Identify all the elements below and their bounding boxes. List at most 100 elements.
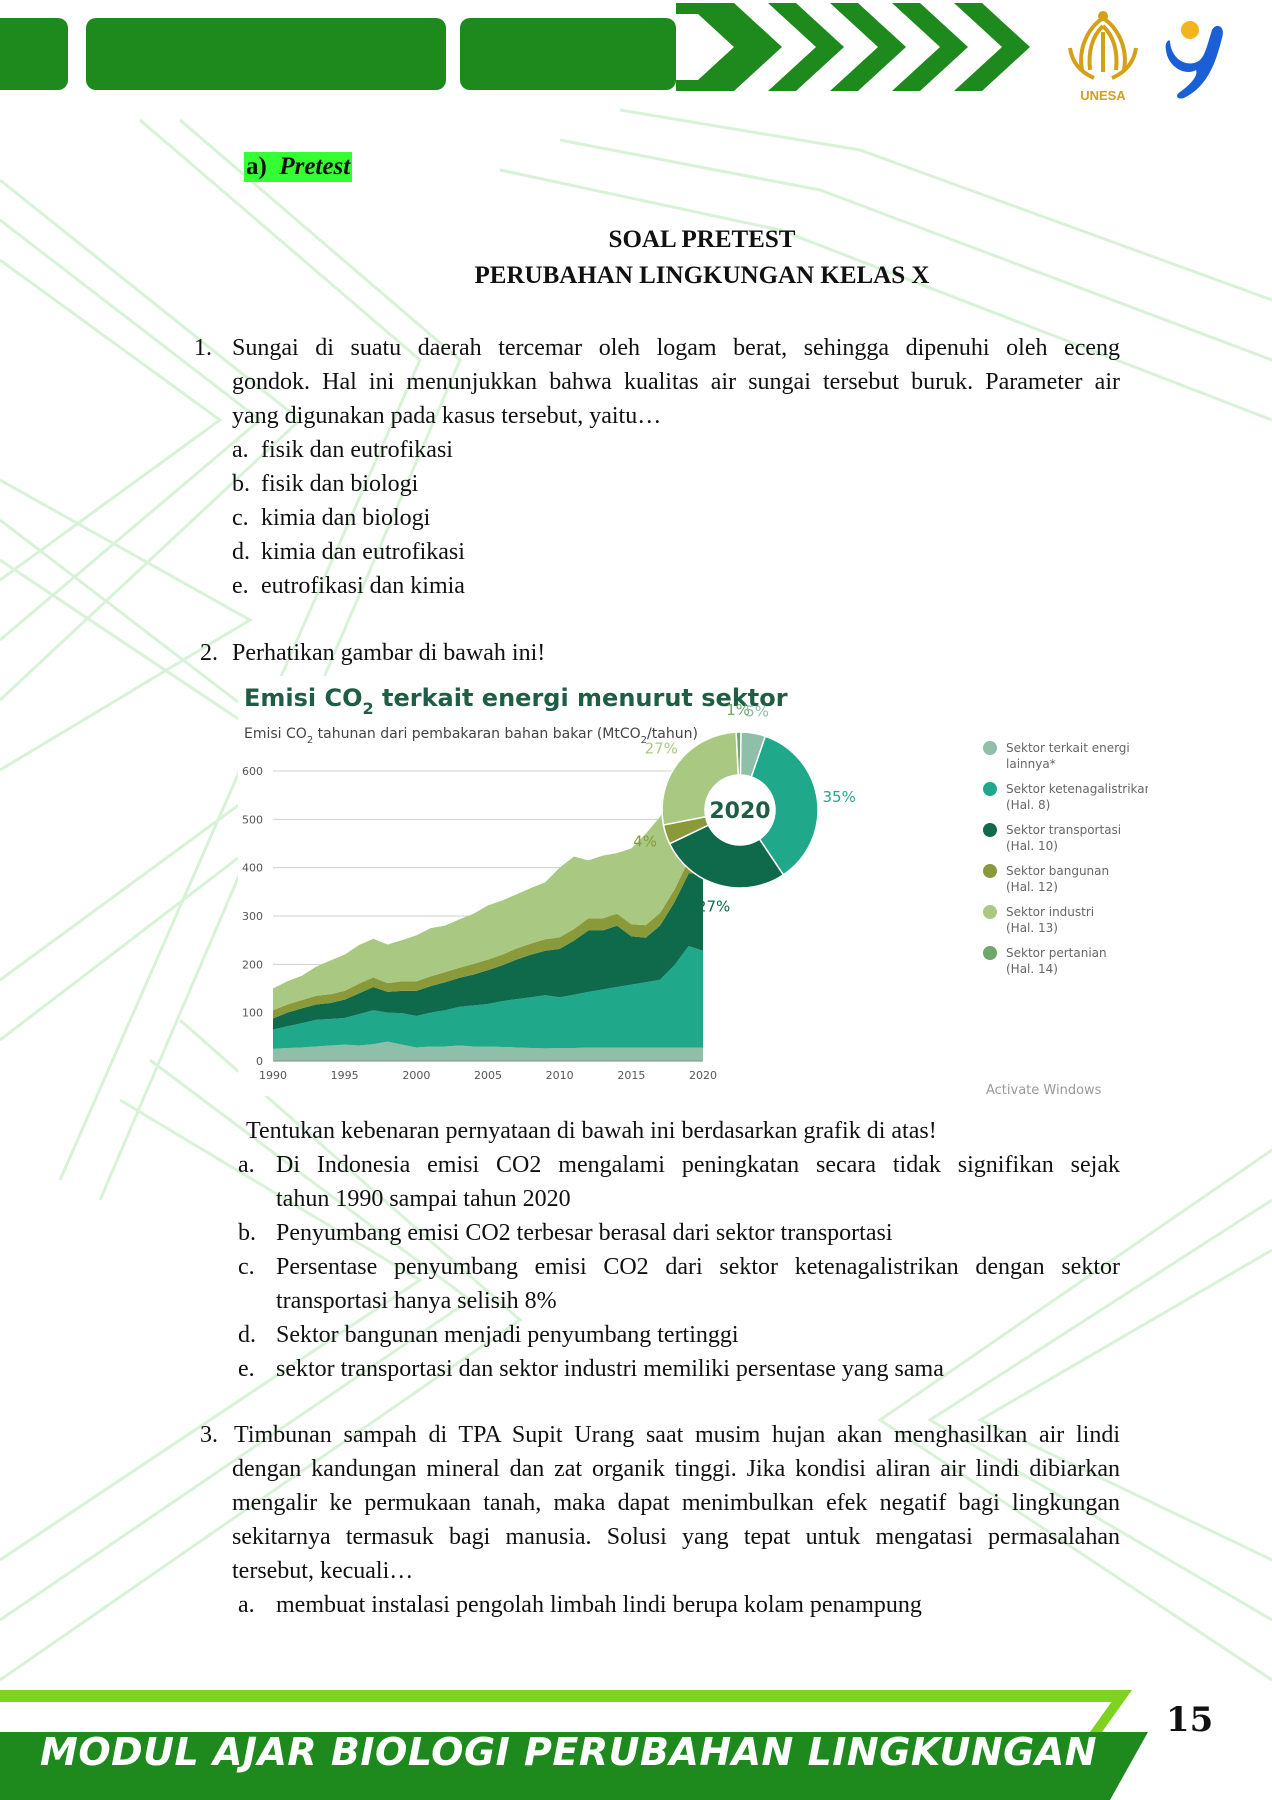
donut-slice-sektor-transportasi: [668, 824, 785, 889]
donut-chart: 1%5% 35% 27% 4% 27% 2020: [633, 701, 856, 915]
q2-option-d-letter: d.: [238, 1322, 256, 1348]
area-series-sektor-bangunan: [273, 859, 703, 1019]
donut-slice-label: 4%: [633, 832, 657, 850]
area-series-sektor-industri: [273, 780, 703, 1011]
q1-text-line-3: yang digunakan pada kasus tersebut, yait…: [232, 403, 662, 429]
donut-slice-label: 35%: [822, 788, 855, 806]
donut-slice-label: 27%: [697, 897, 730, 915]
y-tick-label: 300: [242, 910, 263, 923]
q1-option-e-letter: e.: [232, 573, 249, 599]
footer-band: [0, 1690, 1148, 1800]
chart-subtitle: Emisi CO2 tahunan dari pembakaran bahan …: [244, 726, 698, 746]
legend-label: Sektor industri: [1006, 905, 1094, 919]
y-tick-label: 400: [242, 862, 263, 875]
x-tick-label: 1995: [331, 1069, 359, 1082]
q2-option-c-line-1: Persentase penyumbang emisi CO2 dari sek…: [276, 1254, 1120, 1280]
q1-option-c: kimia dan biologi: [261, 505, 431, 531]
legend-label-sub: (Hal. 14): [1006, 962, 1058, 976]
section-label-text: Pretest: [279, 153, 351, 180]
legend-swatch: [983, 782, 997, 796]
legend-label-sub: (Hal. 10): [1006, 839, 1058, 853]
x-tick-label: 2010: [546, 1069, 574, 1082]
q2-option-d: Sektor bangunan menjadi penyumbang terti…: [276, 1322, 739, 1348]
section-label: a) Pretest: [244, 152, 353, 182]
q1-option-a-letter: a.: [232, 437, 249, 463]
legend-swatch: [983, 741, 997, 755]
title-line-2: PERUBAHAN LINGKUNGAN KELAS X: [474, 262, 930, 289]
legend-swatch: [983, 946, 997, 960]
activate-windows-watermark: Activate Windows: [986, 1083, 1102, 1096]
q3-text-line-4: sekitarnya termasuk bagi manusia. Solusi…: [232, 1524, 1120, 1550]
header-block-2: [86, 18, 446, 90]
q2-option-e-letter: e.: [238, 1356, 255, 1382]
x-tick-label: 2005: [474, 1069, 502, 1082]
donut-center-label: 2020: [709, 799, 770, 824]
legend-label: Sektor pertanian: [1006, 946, 1107, 960]
q1-option-b: fisik dan biologi: [261, 471, 419, 497]
co2-emission-chart: Emisi CO2 terkait energi menurut sektor …: [238, 676, 1148, 1096]
q3-number: 3.: [200, 1422, 218, 1448]
legend-label-sub: (Hal. 13): [1006, 921, 1058, 935]
q1-option-d: kimia dan eutrofikasi: [261, 539, 465, 565]
q2-option-c-line-2: transportasi hanya selisih 8%: [276, 1288, 557, 1314]
q2-option-a-letter: a.: [238, 1152, 255, 1178]
chart-legend: Sektor terkait energi lainnya* Sektor kete…: [983, 741, 1148, 976]
donut-slice-label: 1%: [726, 701, 750, 719]
y-tick-label: 500: [242, 813, 263, 826]
q1-option-d-letter: d.: [232, 539, 250, 565]
q2-option-a-line-2: tahun 1990 sampai tahun 2020: [276, 1186, 571, 1212]
unesa-logo: UNESA: [1068, 11, 1138, 103]
q2-option-a-line-1: Di Indonesia emisi CO2 mengalami peningk…: [276, 1152, 1120, 1178]
area-series-sektor-transportasi: [273, 873, 703, 1030]
legend-label: Sektor terkait energi: [1006, 741, 1130, 755]
q1-text-line-2: gondok. Hal ini menunjukkan bahwa kualit…: [232, 369, 1120, 395]
mascot-logo: [1165, 21, 1223, 99]
legend-label: Sektor ketenagalistrikan: [1006, 782, 1148, 796]
chart-title: Emisi CO2 terkait energi menurut sektor: [244, 684, 788, 718]
section-letter: a): [246, 153, 267, 180]
q3-option-a: membuat instalasi pengolah limbah lindi …: [276, 1592, 922, 1618]
area-series-sektor-terkait-energi-lainnya-: [273, 1041, 703, 1061]
donut-slice-label: 5%: [745, 702, 769, 720]
legend-label-sub: (Hal. 8): [1006, 798, 1050, 812]
legend-label: Sektor transportasi: [1006, 823, 1121, 837]
title-line-1: SOAL PRETEST: [608, 226, 796, 253]
q3-text-line-2: dengan kandungan mineral dan zat organik…: [232, 1456, 1120, 1482]
page-number: 15: [1166, 1700, 1214, 1740]
q3-option-a-letter: a.: [238, 1592, 255, 1618]
footer-title: MODUL AJAR BIOLOGI PERUBAHAN LINGKUNGAN: [40, 1730, 1098, 1774]
q2-option-e: sektor transportasi dan sektor industri …: [276, 1356, 944, 1382]
q3-text-line-3: mengalir ke permukaan tanah, maka dapat …: [232, 1490, 1120, 1516]
area-chart: 0 100 200 300 400 500 600 1990 1995 2000 2005 2010 2…: [242, 765, 717, 1082]
x-tick-label: 1990: [259, 1069, 287, 1082]
y-tick-label: 600: [242, 765, 263, 778]
legend-swatch: [983, 823, 997, 837]
q2-option-b-letter: b.: [238, 1220, 256, 1246]
x-tick-label: 2015: [617, 1069, 645, 1082]
y-tick-label: 100: [242, 1007, 263, 1020]
q1-option-c-letter: c.: [232, 505, 249, 531]
q2-instruction: Tentukan kebenaran pernyataan di bawah i…: [246, 1118, 937, 1144]
x-tick-label: 2020: [689, 1069, 717, 1082]
q2-prompt: Perhatikan gambar di bawah ini!: [232, 640, 546, 666]
q2-option-b: Penyumbang emisi CO2 terbesar berasal da…: [276, 1220, 893, 1246]
q3-text-line-5: tersebut, kecuali…: [232, 1558, 414, 1584]
y-tick-label: 200: [242, 958, 263, 971]
y-tick-label: 0: [256, 1055, 263, 1068]
q1-option-b-letter: b.: [232, 471, 250, 497]
donut-slice-sektor-ketenagalistrikan: [750, 735, 819, 876]
q1-option-e: eutrofikasi dan kimia: [261, 573, 465, 599]
legend-swatch: [983, 864, 997, 878]
q1-text-line-1: Sungai di suatu daerah tercemar oleh log…: [232, 335, 1120, 361]
q1-number: 1.: [194, 335, 212, 361]
legend-swatch: [983, 905, 997, 919]
area-series-sektor-ketenagalistrikan: [273, 945, 703, 1049]
legend-label-sub: lainnya*: [1006, 757, 1056, 771]
q2-option-c-letter: c.: [238, 1254, 255, 1280]
donut-slice-label: 27%: [645, 739, 678, 757]
unesa-logo-text: UNESA: [1080, 88, 1126, 103]
legend-label: Sektor bangunan: [1006, 864, 1109, 878]
q2-number: 2.: [200, 640, 218, 666]
header-chevrons: [676, 3, 1030, 91]
header-block-1: [0, 18, 68, 90]
